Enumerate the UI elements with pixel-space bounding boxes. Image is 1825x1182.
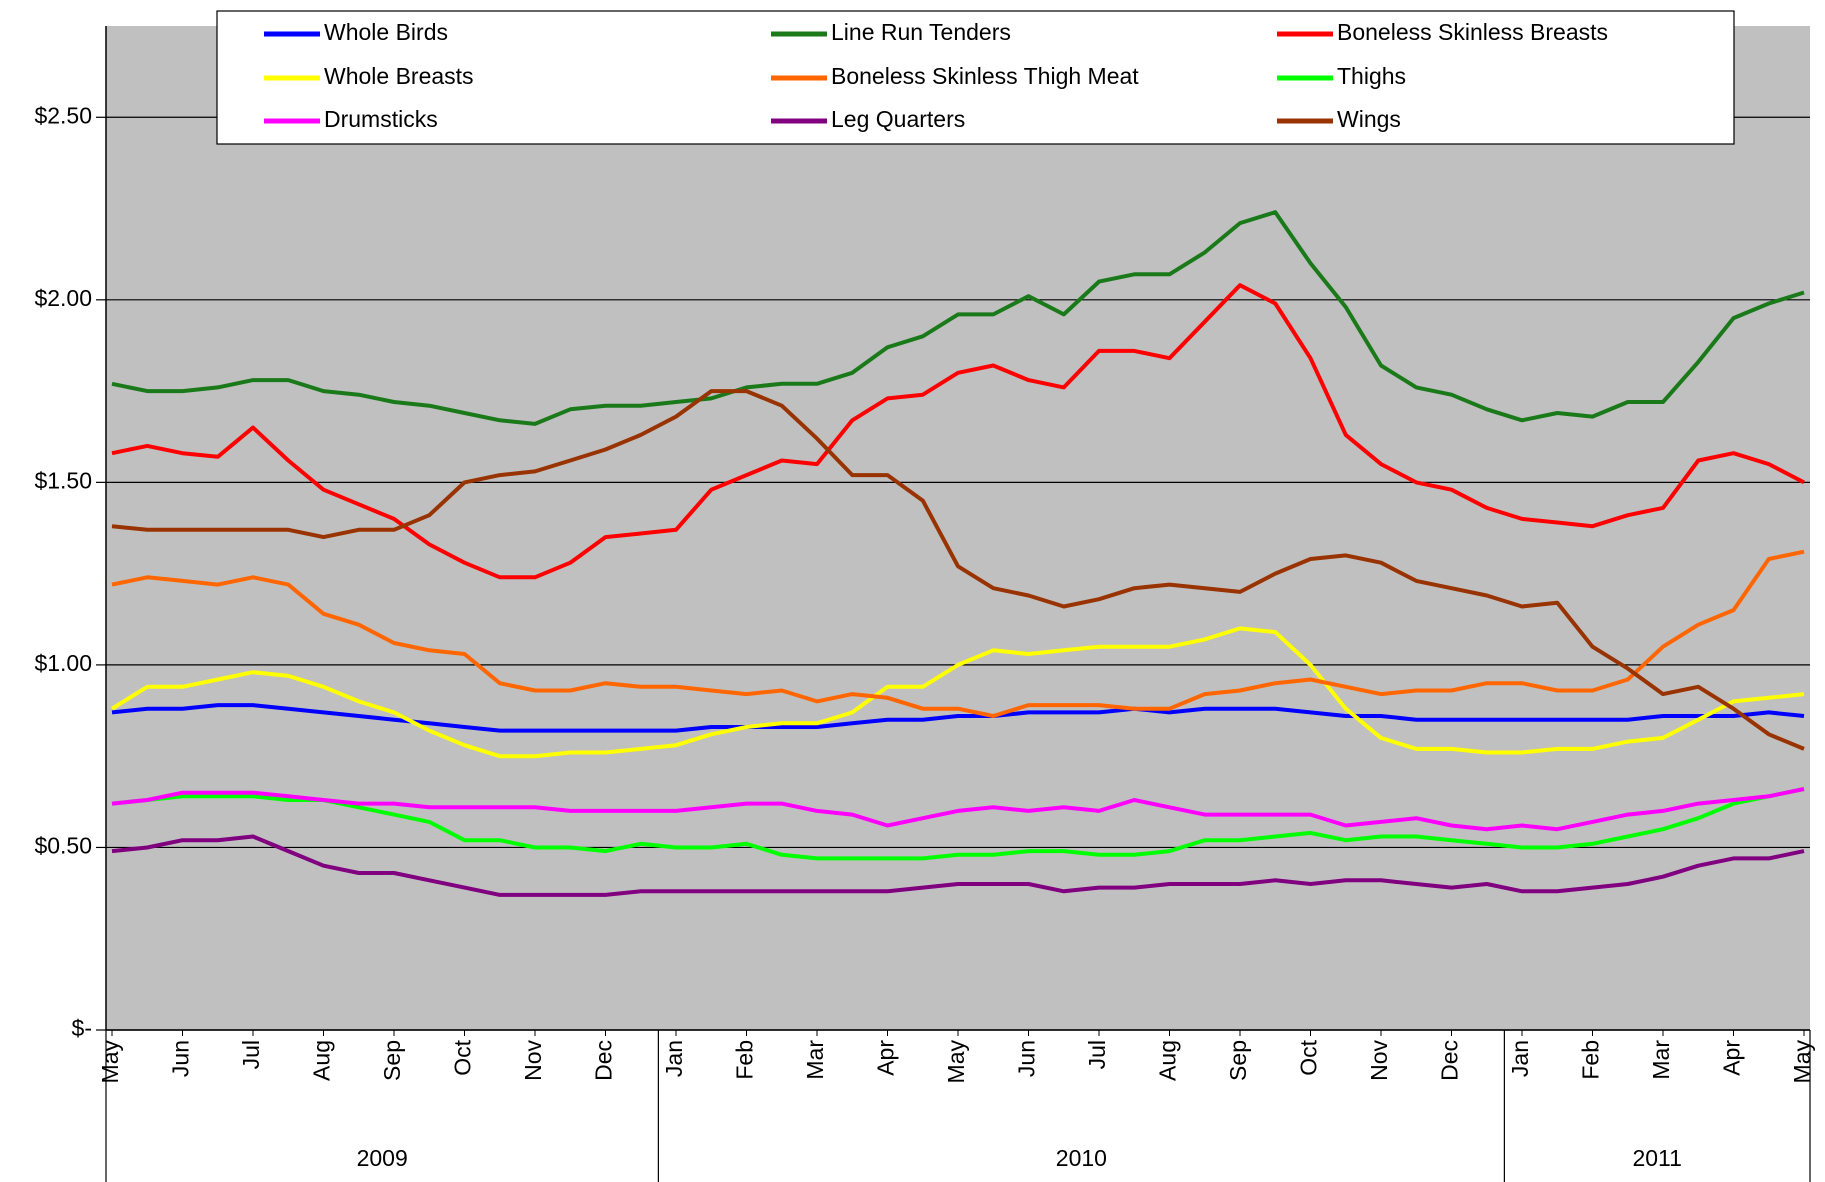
legend-label: Boneless Skinless Breasts xyxy=(1337,19,1608,45)
x-tick-label: Jun xyxy=(168,1040,194,1077)
x-tick-label: May xyxy=(1789,1040,1815,1084)
x-tick-label: Jul xyxy=(238,1040,264,1069)
x-tick-label: Jan xyxy=(661,1040,687,1077)
x-tick-label: Nov xyxy=(1366,1040,1392,1081)
x-tick-label: Jul xyxy=(1084,1040,1110,1069)
y-tick-label: $1.00 xyxy=(34,650,92,676)
x-tick-label: Dec xyxy=(1437,1040,1463,1081)
legend-box xyxy=(216,10,1735,145)
series-line xyxy=(111,787,1805,832)
legend-label: Leg Quarters xyxy=(831,106,965,132)
x-tick-label: Apr xyxy=(873,1040,899,1076)
x-tick-label: Mar xyxy=(1648,1040,1674,1080)
x-tick-label: Sep xyxy=(379,1040,405,1081)
year-label: 2009 xyxy=(357,1145,408,1171)
year-label: 2011 xyxy=(1632,1145,1681,1171)
y-tick-label: $2.00 xyxy=(34,285,92,311)
series-line xyxy=(111,703,1805,733)
series-line xyxy=(111,389,1805,751)
x-tick-label: Sep xyxy=(1225,1040,1251,1081)
legend-label: Drumsticks xyxy=(324,106,438,132)
x-tick-label: Jan xyxy=(1507,1040,1533,1077)
y-tick-label: $1.50 xyxy=(34,467,92,493)
legend-label: Boneless Skinless Thigh Meat xyxy=(831,63,1139,89)
series-line xyxy=(111,549,1805,718)
legend-label: Whole Birds xyxy=(324,19,448,45)
x-tick-label: Apr xyxy=(1719,1040,1745,1076)
x-tick-label: May xyxy=(943,1040,969,1084)
legend-label: Wings xyxy=(1337,106,1401,132)
x-tick-label: Dec xyxy=(591,1040,617,1081)
x-tick-label: Nov xyxy=(520,1040,546,1081)
x-tick-label: Oct xyxy=(450,1039,476,1075)
x-tick-label: Mar xyxy=(802,1040,828,1080)
year-label: 2010 xyxy=(1056,1145,1107,1171)
x-tick-label: Jun xyxy=(1014,1040,1040,1077)
series-line xyxy=(110,626,1805,759)
series-line xyxy=(111,787,1805,861)
y-tick-label: $2.50 xyxy=(34,102,92,128)
x-tick-label: Feb xyxy=(732,1040,758,1080)
x-tick-label: Aug xyxy=(1155,1040,1181,1081)
legend-label: Line Run Tenders xyxy=(831,19,1011,45)
series-line xyxy=(111,834,1805,897)
y-tick-label: $0.50 xyxy=(34,833,92,859)
x-tick-label: Feb xyxy=(1578,1040,1604,1080)
legend-label: Thighs xyxy=(1337,63,1406,89)
y-tick-label: $- xyxy=(72,1015,92,1041)
x-tick-label: Oct xyxy=(1296,1039,1322,1075)
series-line xyxy=(111,210,1805,426)
legend-label: Whole Breasts xyxy=(324,63,474,89)
x-tick-label: May xyxy=(97,1040,123,1084)
x-tick-label: Aug xyxy=(309,1040,335,1081)
series-line xyxy=(111,283,1805,580)
